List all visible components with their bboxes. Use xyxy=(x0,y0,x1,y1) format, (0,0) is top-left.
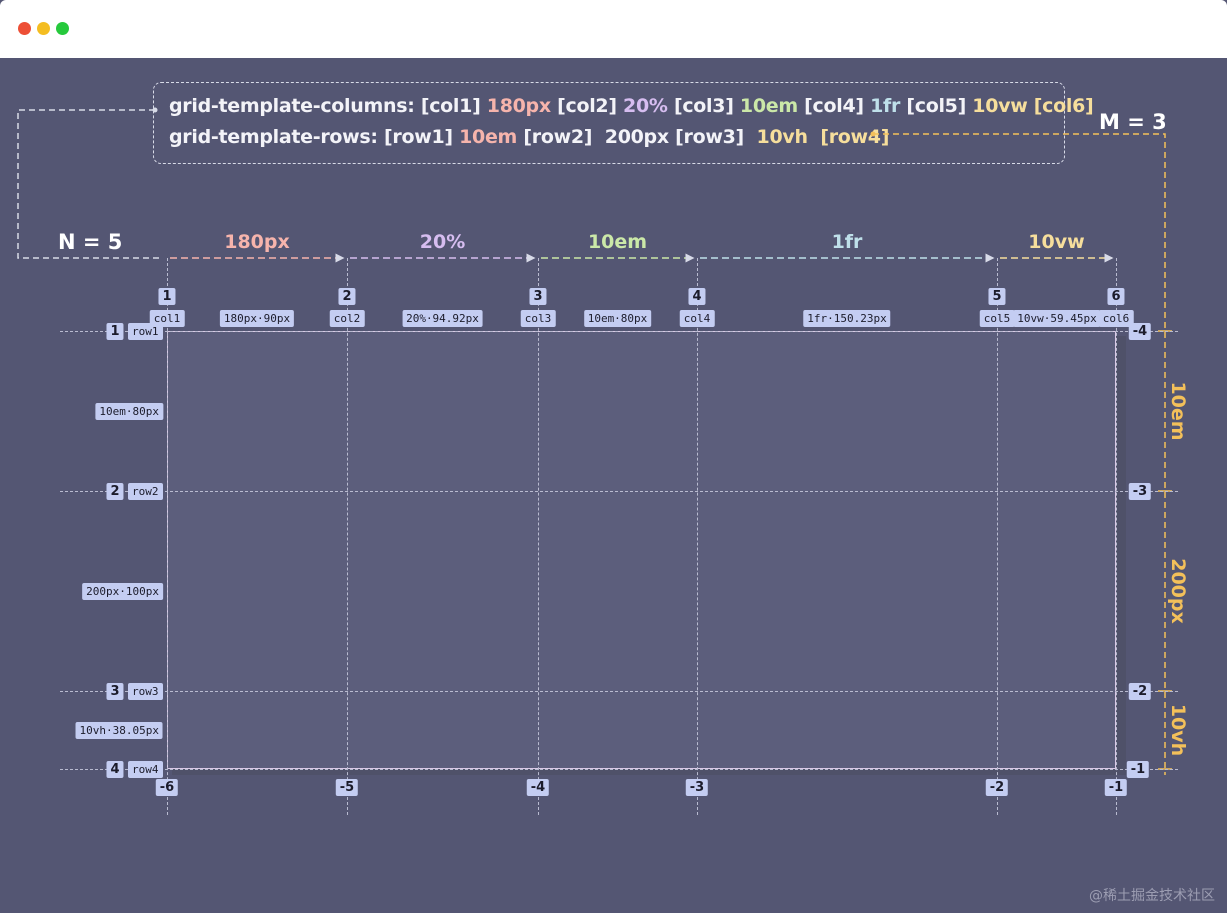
column-count-label: N = 5 xyxy=(58,230,123,254)
columns-code-token: [col5] xyxy=(900,95,966,117)
row-line-number: 3 xyxy=(106,683,124,700)
columns-code-token: 20% xyxy=(616,95,668,117)
column-line-number: 3 xyxy=(529,288,547,305)
column-line-negative-number: -1 xyxy=(1104,779,1128,796)
column-line-negative-number: -3 xyxy=(685,779,709,796)
row-track-computed-size: 10vh·38.05px xyxy=(75,722,163,739)
grid-shadow xyxy=(172,769,1126,775)
rows-code-token: 10em xyxy=(452,126,518,148)
column-line-negative-number: -6 xyxy=(155,779,179,796)
column-line-name: col4 xyxy=(679,310,715,327)
rows-connector xyxy=(873,133,1166,775)
column-track-computed-size: 10em·80px xyxy=(583,310,652,327)
rows-code-token: [row2] xyxy=(517,126,593,148)
column-track-computed-size: 180px·90px xyxy=(219,310,295,327)
column-line-number: 2 xyxy=(338,288,356,305)
column-track-size-label: 20% xyxy=(419,231,466,253)
column-line-name: col6 xyxy=(1098,310,1134,327)
column-track-computed-size: 10vw·59.45px xyxy=(1013,310,1101,327)
column-track-computed-size: 1fr·150.23px xyxy=(803,310,891,327)
column-grid-line xyxy=(167,258,168,815)
row-track-size-label: 200px xyxy=(1167,558,1189,624)
column-line-number: 5 xyxy=(988,288,1006,305)
row-track-size-label: 10vh xyxy=(1167,703,1189,757)
columns-connector xyxy=(17,109,160,259)
row-track-size-label: 10em xyxy=(1167,381,1189,441)
column-track-size-label: 1fr xyxy=(831,231,863,253)
row-line-name: row2 xyxy=(128,483,163,500)
row-grid-line xyxy=(60,331,1178,332)
column-track-size-label: 180px xyxy=(224,231,290,253)
grid-template-columns-line: grid-template-columns: [col1] 180px [col… xyxy=(169,95,1094,117)
grid-container xyxy=(167,331,1116,769)
row-line-name: row4 xyxy=(128,761,163,778)
column-grid-line xyxy=(997,258,998,815)
columns-code-token: 180px xyxy=(480,95,551,117)
columns-code-token: [col2] xyxy=(550,95,617,117)
maximize-window-button[interactable] xyxy=(56,22,69,35)
grid-shadow xyxy=(1116,336,1126,774)
close-window-button[interactable] xyxy=(18,22,31,35)
columns-code-token: [col4] xyxy=(797,95,864,117)
row-line-name: row1 xyxy=(128,323,163,340)
columns-code-token: 10vw xyxy=(965,95,1028,117)
column-line-number: 4 xyxy=(688,288,706,305)
row-line-negative-number: -2 xyxy=(1128,683,1152,700)
columns-code-token: [col6] xyxy=(1027,95,1094,117)
columns-code-token: 10em xyxy=(733,95,798,117)
rows-code-token: grid-template-rows: xyxy=(169,126,378,148)
column-track-size-label: 10vw xyxy=(1028,231,1085,253)
columns-code-token: 1fr xyxy=(863,95,901,117)
rows-code-token: 200px xyxy=(592,126,669,148)
row-track-computed-size: 10em·80px xyxy=(95,403,163,420)
rows-code-token: [row3] xyxy=(668,126,744,148)
column-grid-line xyxy=(347,258,348,815)
columns-code-token: grid-template-columns: xyxy=(169,95,415,117)
columns-code-token: [col3] xyxy=(667,95,734,117)
row-line-negative-number: -4 xyxy=(1128,323,1152,340)
row-line-number: 1 xyxy=(106,323,124,340)
column-line-negative-number: -2 xyxy=(985,779,1009,796)
row-line-name: row3 xyxy=(128,683,163,700)
grid-template-rows-line: grid-template-rows: [row1] 10em [row2] 2… xyxy=(169,126,889,148)
column-line-name: col1 xyxy=(149,310,185,327)
rows-code-token: [row4] xyxy=(807,126,890,148)
row-count-label: M = 3 xyxy=(1099,110,1167,134)
row-line-negative-number: -3 xyxy=(1128,483,1152,500)
row-track-computed-size: 200px·100px xyxy=(82,583,163,600)
column-grid-line xyxy=(697,258,698,815)
column-line-name: col2 xyxy=(329,310,365,327)
column-line-negative-number: -4 xyxy=(526,779,550,796)
column-line-negative-number: -5 xyxy=(335,779,359,796)
column-line-name: col3 xyxy=(520,310,556,327)
rows-code-token: [row1] xyxy=(377,126,453,148)
row-line-number: 2 xyxy=(106,483,124,500)
column-track-size-label: 10em xyxy=(587,231,648,253)
column-grid-line xyxy=(538,258,539,815)
row-grid-line xyxy=(60,769,1178,770)
row-grid-line xyxy=(60,691,1178,692)
rows-code-token: 10vh xyxy=(743,126,808,148)
columns-code-token: [col1] xyxy=(414,95,481,117)
css-code-box: grid-template-columns: [col1] 180px [col… xyxy=(153,82,1094,164)
row-line-number: 4 xyxy=(106,761,124,778)
column-line-number: 6 xyxy=(1107,288,1125,305)
window-titlebar xyxy=(0,0,1227,58)
row-grid-line xyxy=(60,491,1178,492)
watermark: @稀土掘金技术社区 xyxy=(1089,888,1215,904)
row-line-negative-number: -1 xyxy=(1126,761,1150,778)
column-grid-line xyxy=(1116,258,1117,815)
minimize-window-button[interactable] xyxy=(37,22,50,35)
column-line-number: 1 xyxy=(158,288,176,305)
column-track-computed-size: 20%·94.92px xyxy=(402,310,483,327)
column-line-name: col5 xyxy=(979,310,1015,327)
